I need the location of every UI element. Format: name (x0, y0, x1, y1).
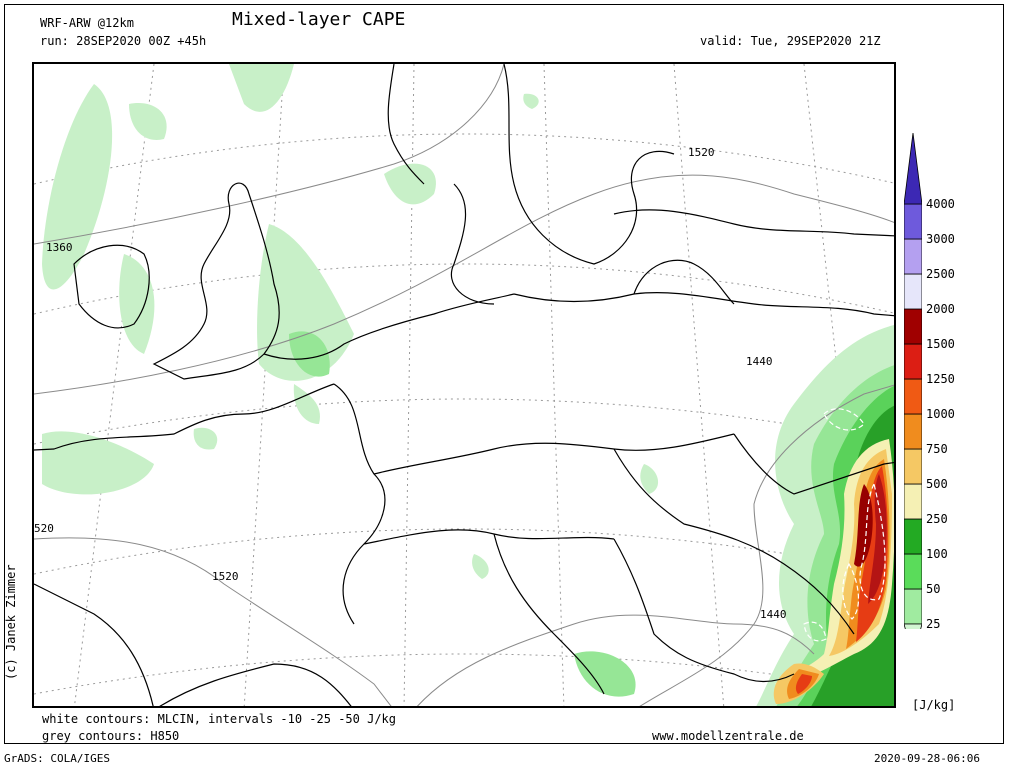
legend-swatch (904, 483, 922, 520)
valid-label: valid: Tue, 29SEP2020 21Z (700, 34, 881, 48)
legend-label: 1000 (926, 407, 955, 421)
author-credit: (c) Janek Zimmer (4, 564, 18, 680)
plot-frame (4, 4, 1004, 744)
legend-swatch (904, 308, 922, 345)
coastlines-borders (34, 64, 894, 706)
legend-top-arrow (904, 133, 922, 205)
contour-label-1360: 1360 (46, 241, 73, 254)
contour-label-1440-e: 1440 (746, 355, 773, 368)
legend-swatch (904, 518, 922, 555)
legend-swatch (904, 273, 922, 310)
contour-label-1520-sw: 1520 (212, 570, 239, 583)
cape-legend (904, 133, 922, 629)
white-contours-note: white contours: MLCIN, intervals -10 -25… (42, 712, 397, 726)
contour-label-520: 520 (34, 522, 54, 535)
contour-label-1440-se: 1440 (760, 608, 787, 621)
legend-bar (904, 133, 922, 629)
legend-swatch (904, 553, 922, 590)
legend-label: 250 (926, 512, 948, 526)
legend-label: 100 (926, 547, 948, 561)
legend-label: 25 (926, 617, 941, 631)
legend-swatch (904, 238, 922, 275)
run-label: run: 28SEP2020 00Z +45h (40, 34, 207, 48)
contour-label-1520-ne: 1520 (688, 146, 715, 159)
legend-label: 500 (926, 477, 948, 491)
legend-label: 4000 (926, 197, 955, 211)
legend-label: 1500 (926, 337, 955, 351)
legend-units: [J/kg] (912, 698, 956, 712)
legend-swatch (904, 588, 922, 625)
legend-label: 750 (926, 442, 948, 456)
legend-label: 2500 (926, 267, 955, 281)
grads-label: GrADS: COLA/IGES (4, 752, 110, 765)
legend-swatch (904, 203, 922, 240)
legend-bottom-arrow (904, 623, 922, 629)
legend-label: 50 (926, 582, 941, 596)
grey-contours-note: grey contours: H850 (42, 729, 180, 743)
legend-label: 2000 (926, 302, 955, 316)
mlcin-contours (803, 408, 886, 642)
legend-label: 3000 (926, 232, 955, 246)
legend-swatch (904, 343, 922, 380)
cape-shading (42, 64, 894, 706)
legend-swatch (904, 413, 922, 450)
website-label: www.modellzentrale.de (652, 729, 804, 743)
legend-label: 1250 (926, 372, 955, 386)
model-label: WRF-ARW @12km (40, 16, 134, 30)
timestamp-label: 2020-09-28-06:06 (874, 752, 980, 765)
map-title: Mixed-layer CAPE (232, 9, 406, 30)
cape-map: 1520 1360 1440 520 1520 1440 (32, 62, 896, 708)
h850-contours (34, 64, 894, 706)
legend-swatch (904, 448, 922, 485)
map-canvas (34, 64, 894, 706)
legend-swatch (904, 378, 922, 415)
